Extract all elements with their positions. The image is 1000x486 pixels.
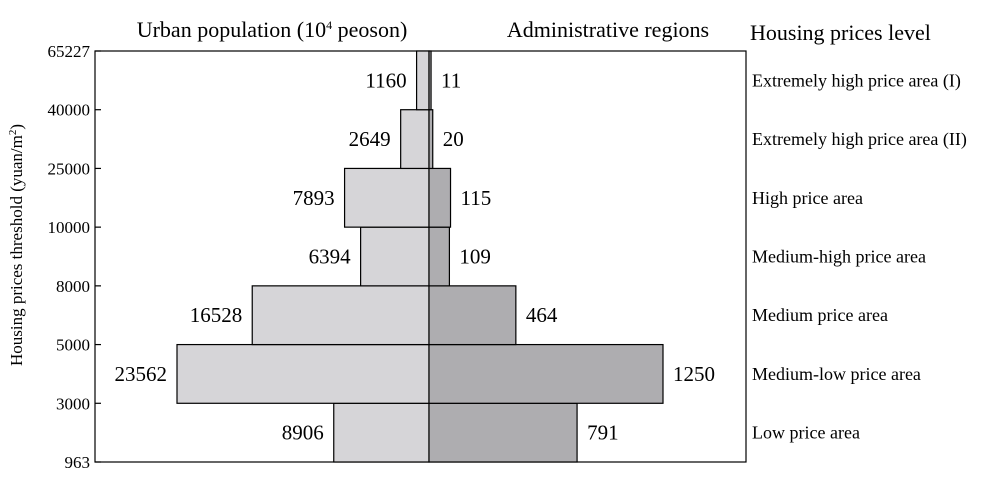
bars	[176, 50, 664, 463]
y-tick-label: 5000	[56, 336, 90, 355]
regions-bar	[428, 402, 578, 463]
population-bar	[360, 226, 430, 287]
regions-value-label: 791	[587, 421, 619, 445]
y-axis-ticks: 963 3000 5000 8000 10000 25000 40000 65227	[48, 42, 101, 472]
regions-bar	[428, 226, 451, 287]
regions-bar	[428, 285, 517, 346]
population-bar	[176, 343, 430, 404]
y-tick-label: 3000	[56, 394, 90, 413]
regions-bar	[428, 343, 664, 404]
population-bar	[251, 285, 430, 346]
price-level-label: Low price area	[752, 423, 860, 443]
price-level-label: Extremely high price area (II)	[752, 129, 967, 150]
regions-value-label: 115	[461, 186, 492, 210]
population-value-label: 16528	[190, 303, 243, 327]
population-value-label: 7893	[293, 186, 335, 210]
y-tick-label: 963	[65, 453, 91, 472]
population-value-label: 2649	[349, 127, 391, 151]
population-bar	[333, 402, 430, 463]
regions-value-label: 464	[526, 303, 558, 327]
y-tick-label: 65227	[48, 42, 91, 61]
regions-bar	[428, 109, 434, 170]
regions-value-label: 109	[459, 245, 491, 269]
y-tick-label: 25000	[48, 159, 91, 178]
population-bar	[415, 50, 430, 111]
level-header: Housing prices level	[750, 20, 931, 45]
right-header: Administrative regions	[507, 17, 709, 42]
population-bar	[343, 167, 430, 228]
data-labels: 8906 791 23562 1250 16528 464 6394 109 7893 115 26…	[115, 68, 716, 444]
population-value-label: 23562	[115, 362, 168, 386]
price-level-labels: Low price area Medium-low price area Mediu…	[752, 70, 967, 442]
regions-bar	[428, 167, 452, 228]
regions-value-label: 1250	[673, 362, 715, 386]
y-tick-label: 40000	[48, 101, 91, 120]
regions-value-label: 20	[443, 127, 464, 151]
population-bar	[400, 109, 430, 170]
price-level-label: Medium-high price area	[752, 247, 926, 267]
price-level-label: Medium price area	[752, 305, 888, 325]
y-tick-label: 10000	[48, 218, 91, 237]
y-axis-label: Housing prices threshold (yuan/m2)	[7, 124, 26, 366]
population-value-label: 6394	[309, 245, 352, 269]
y-tick-label: 8000	[56, 277, 90, 296]
left-header: Urban population (104 peoson)	[137, 17, 408, 42]
population-value-label: 8906	[282, 421, 324, 445]
population-value-label: 1160	[365, 68, 406, 92]
regions-bar	[428, 50, 432, 111]
price-level-label: High price area	[752, 188, 863, 208]
price-level-label: Extremely high price area (I)	[752, 70, 961, 91]
price-level-label: Medium-low price area	[752, 364, 921, 384]
regions-value-label: 11	[441, 68, 461, 92]
